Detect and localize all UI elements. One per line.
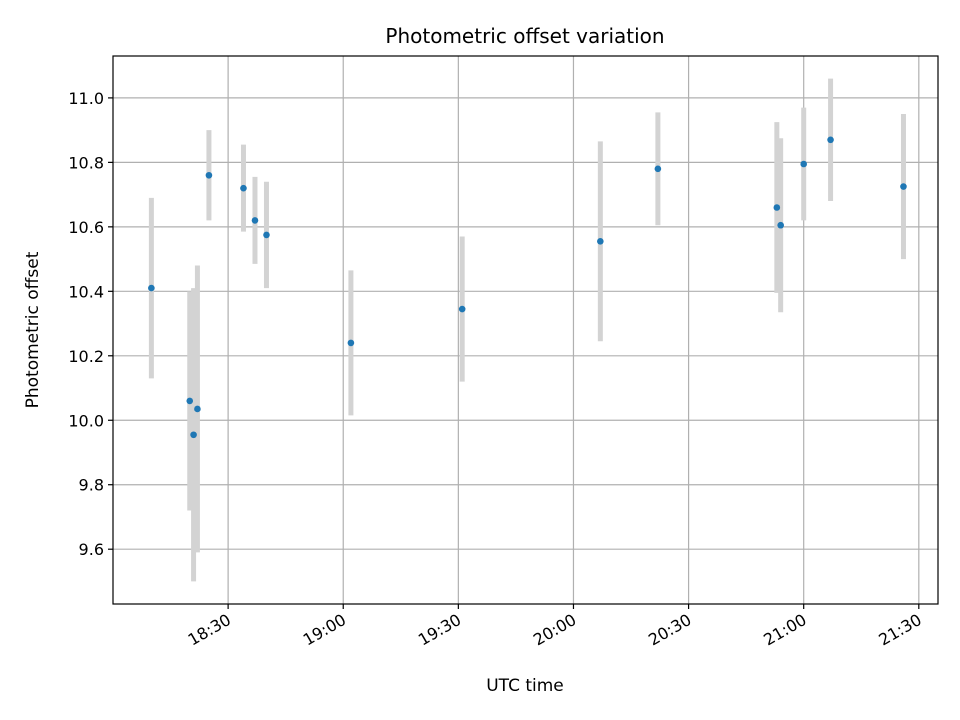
data-point [347, 339, 355, 347]
y-tick-label: 9.6 [79, 540, 104, 559]
y-tick-label: 10.4 [68, 282, 104, 301]
data-point [458, 305, 466, 313]
data-point [654, 165, 662, 173]
y-tick-label: 10.2 [68, 347, 104, 366]
y-axis-label: Photometric offset [23, 251, 43, 408]
data-point [827, 136, 834, 144]
chart-title: Photometric offset variation [385, 24, 664, 48]
data-point [800, 160, 807, 168]
grid [113, 56, 938, 604]
y-axis-ticks: 9.6 9.8 10.0 10.2 10.4 10.6 10.8 11.0 [68, 89, 113, 559]
data-point [186, 397, 194, 405]
data-point [190, 431, 197, 439]
x-axis-label: UTC time [486, 676, 564, 696]
data-point [205, 171, 213, 179]
y-tick-label: 11.0 [68, 89, 104, 108]
y-tick-label: 10.0 [68, 411, 104, 430]
data-point [194, 405, 201, 413]
y-tick-label: 9.8 [79, 476, 104, 495]
data-point [597, 238, 604, 245]
data-point [148, 284, 155, 292]
data-point [900, 183, 907, 190]
data-point [773, 204, 781, 211]
data-point [240, 184, 247, 192]
plot-frame [112, 55, 939, 605]
data-points [148, 136, 907, 439]
data-point [251, 217, 259, 224]
data-point [777, 221, 784, 229]
data-point [263, 231, 270, 239]
y-tick-label: 10.6 [68, 218, 104, 237]
y-tick-label: 10.8 [68, 153, 104, 172]
